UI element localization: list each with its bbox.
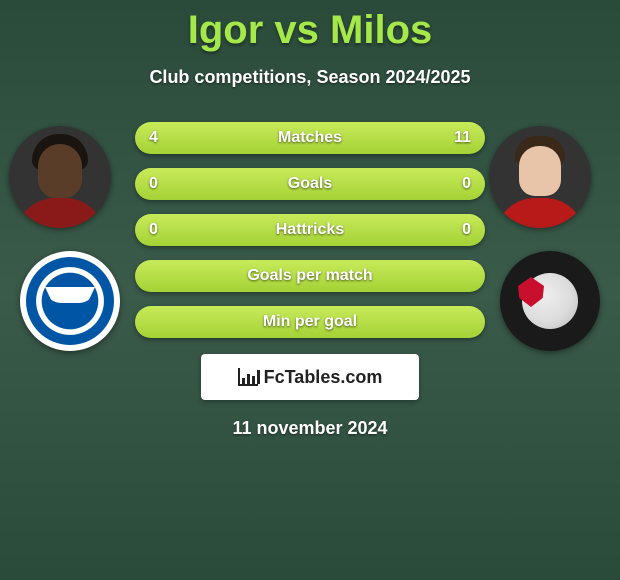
stat-left-value: 0 — [149, 175, 158, 193]
player-left-avatar — [9, 126, 111, 228]
subtitle: Club competitions, Season 2024/2025 — [0, 67, 620, 88]
watermark-text: FcTables.com — [264, 367, 383, 388]
stat-left-value: 0 — [149, 221, 158, 239]
stat-row-min-per-goal: Min per goal — [135, 306, 485, 338]
club-left-badge — [20, 251, 120, 351]
stat-label: Goals — [288, 175, 332, 193]
stat-right-value: 0 — [462, 175, 471, 193]
watermark: FcTables.com — [201, 354, 419, 400]
stat-label: Matches — [278, 129, 342, 147]
stat-left-value: 4 — [149, 129, 158, 147]
stat-label: Goals per match — [247, 267, 372, 285]
page-title: Igor vs Milos — [0, 0, 620, 53]
stat-row-goals-per-match: Goals per match — [135, 260, 485, 292]
stat-right-value: 11 — [454, 129, 471, 147]
stat-row-hattricks: 0 Hattricks 0 — [135, 214, 485, 246]
club-right-badge — [500, 251, 600, 351]
stat-row-goals: 0 Goals 0 — [135, 168, 485, 200]
stats-list: 4 Matches 11 0 Goals 0 0 Hattricks 0 Goa… — [135, 122, 485, 338]
date-label: 11 november 2024 — [0, 418, 620, 439]
stat-label: Hattricks — [276, 221, 344, 239]
player-right-avatar — [489, 126, 591, 228]
stat-label: Min per goal — [263, 313, 357, 331]
chart-icon — [238, 368, 258, 386]
stat-right-value: 0 — [462, 221, 471, 239]
stat-row-matches: 4 Matches 11 — [135, 122, 485, 154]
